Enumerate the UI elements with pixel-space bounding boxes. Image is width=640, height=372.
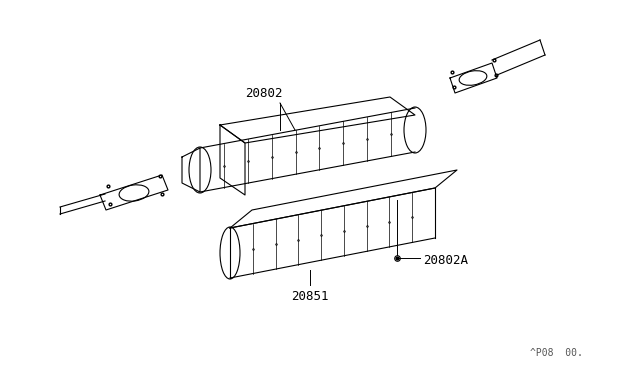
- Text: ^P08  00.: ^P08 00.: [530, 348, 583, 358]
- Text: 20802A: 20802A: [423, 253, 468, 266]
- Text: 20802: 20802: [245, 87, 283, 100]
- Text: 20851: 20851: [291, 290, 329, 303]
